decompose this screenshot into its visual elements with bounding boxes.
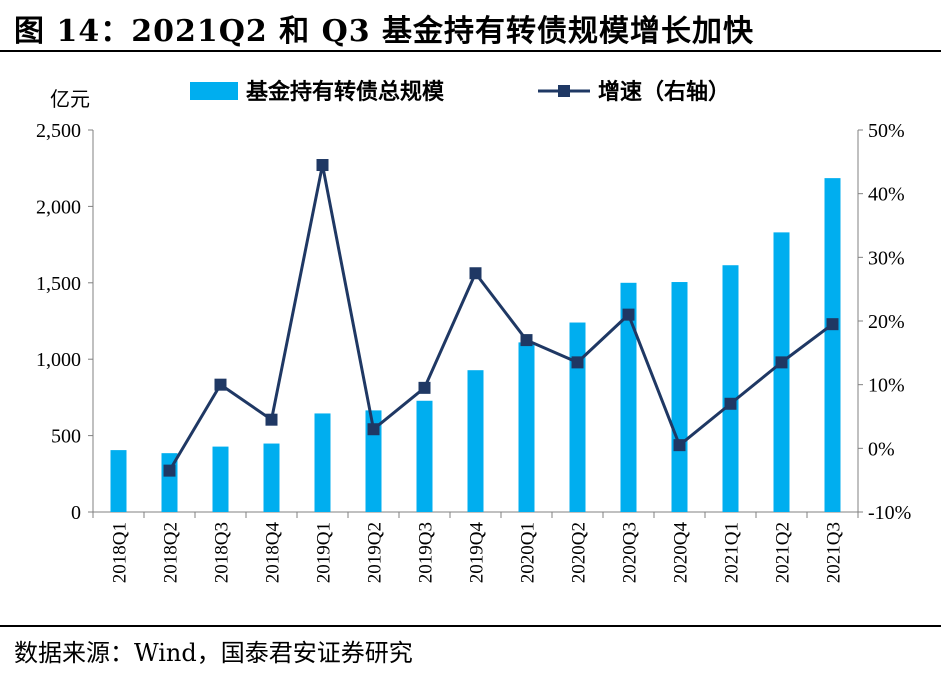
x-tick-label: 2021Q3 bbox=[824, 522, 845, 583]
growth-marker-2021Q2 bbox=[775, 356, 788, 369]
growth-marker-2019Q2 bbox=[367, 423, 380, 436]
growth-marker-2021Q3 bbox=[826, 318, 839, 331]
y-right-tick-label: 20% bbox=[868, 311, 905, 333]
y-left-tick-label: 1,500 bbox=[36, 273, 81, 295]
figure-title: 图 14：2021Q2 和 Q3 基金持有转债规模增长加快 bbox=[14, 14, 755, 49]
bar-2021Q3 bbox=[824, 178, 841, 512]
growth-marker-2020Q1 bbox=[520, 334, 533, 347]
x-tick-label: 2018Q1 bbox=[110, 522, 131, 583]
bar-2021Q1 bbox=[722, 265, 739, 512]
x-tick-label: 2019Q1 bbox=[314, 522, 335, 583]
growth-marker-2019Q1 bbox=[316, 159, 329, 172]
x-tick-label: 2021Q1 bbox=[722, 522, 743, 583]
growth-marker-2018Q4 bbox=[265, 413, 278, 426]
footer-divider bbox=[0, 625, 941, 627]
y-left-tick-label: 1,000 bbox=[36, 349, 81, 371]
bar-2018Q1 bbox=[110, 450, 127, 512]
x-tick-label: 2020Q3 bbox=[620, 522, 641, 583]
x-tick-label: 2018Q4 bbox=[263, 522, 284, 584]
bar-2019Q4 bbox=[467, 370, 484, 512]
y-left-tick-label: 2,000 bbox=[36, 196, 81, 218]
bar-2020Q3 bbox=[620, 282, 637, 512]
x-tick-label: 2020Q2 bbox=[569, 522, 590, 583]
y-left-tick-label: 0 bbox=[71, 502, 81, 524]
legend-bar-swatch bbox=[190, 82, 238, 100]
title-divider bbox=[0, 50, 941, 52]
bar-2019Q1 bbox=[314, 413, 331, 512]
bar-2018Q3 bbox=[212, 446, 229, 512]
y-right-tick-label: 10% bbox=[868, 375, 905, 397]
source-note: 数据来源：Wind，国泰君安证券研究 bbox=[14, 639, 413, 667]
y-right-tick-label: 0% bbox=[868, 438, 895, 460]
x-tick-label: 2021Q2 bbox=[773, 522, 794, 583]
y-right-tick-label: -10% bbox=[868, 502, 911, 524]
x-tick-label: 2018Q2 bbox=[161, 522, 182, 583]
growth-marker-2018Q2 bbox=[163, 464, 176, 477]
bar-2021Q2 bbox=[773, 232, 790, 512]
growth-marker-2019Q4 bbox=[469, 267, 482, 280]
y-right-tick-label: 50% bbox=[868, 120, 905, 142]
y-left-tick-label: 500 bbox=[51, 426, 81, 448]
y-right-tick-label: 40% bbox=[868, 184, 905, 206]
bar-2020Q2 bbox=[569, 322, 586, 512]
legend-bar-label: 基金持有转债总规模 bbox=[246, 79, 445, 105]
x-tick-label: 2020Q4 bbox=[671, 522, 692, 584]
x-tick-label: 2019Q3 bbox=[416, 522, 437, 583]
growth-marker-2020Q2 bbox=[571, 356, 584, 369]
y-left-unit: 亿元 bbox=[50, 87, 90, 111]
bar-2020Q4 bbox=[671, 282, 688, 512]
combo-chart: 基金持有转债总规模 增速（右轴） 亿元 0 500 1,000 1,500 2,000 2… bbox=[36, 79, 911, 584]
growth-marker-2021Q1 bbox=[724, 397, 737, 410]
growth-rate-line bbox=[168, 163, 834, 472]
x-tick-label: 2018Q3 bbox=[212, 522, 233, 583]
legend-line-marker bbox=[558, 85, 570, 97]
bar-2018Q4 bbox=[263, 443, 280, 512]
growth-marker-2018Q3 bbox=[214, 378, 227, 391]
growth-marker-2020Q4 bbox=[673, 439, 686, 452]
bar-2019Q3 bbox=[416, 400, 433, 512]
x-tick-label: 2019Q2 bbox=[365, 522, 386, 583]
x-tick-label: 2019Q4 bbox=[467, 522, 488, 584]
x-tick-label: 2020Q1 bbox=[518, 522, 539, 583]
legend-line-label: 增速（右轴） bbox=[598, 79, 730, 105]
bar-2020Q1 bbox=[518, 342, 535, 512]
chart-legend: 基金持有转债总规模 增速（右轴） bbox=[190, 79, 730, 105]
bar-2019Q2 bbox=[365, 410, 382, 512]
y-right-tick-label: 30% bbox=[868, 247, 905, 269]
y-left-tick-label: 2,500 bbox=[36, 120, 81, 142]
growth-marker-2019Q3 bbox=[418, 381, 431, 394]
growth-marker-2020Q3 bbox=[622, 308, 635, 321]
